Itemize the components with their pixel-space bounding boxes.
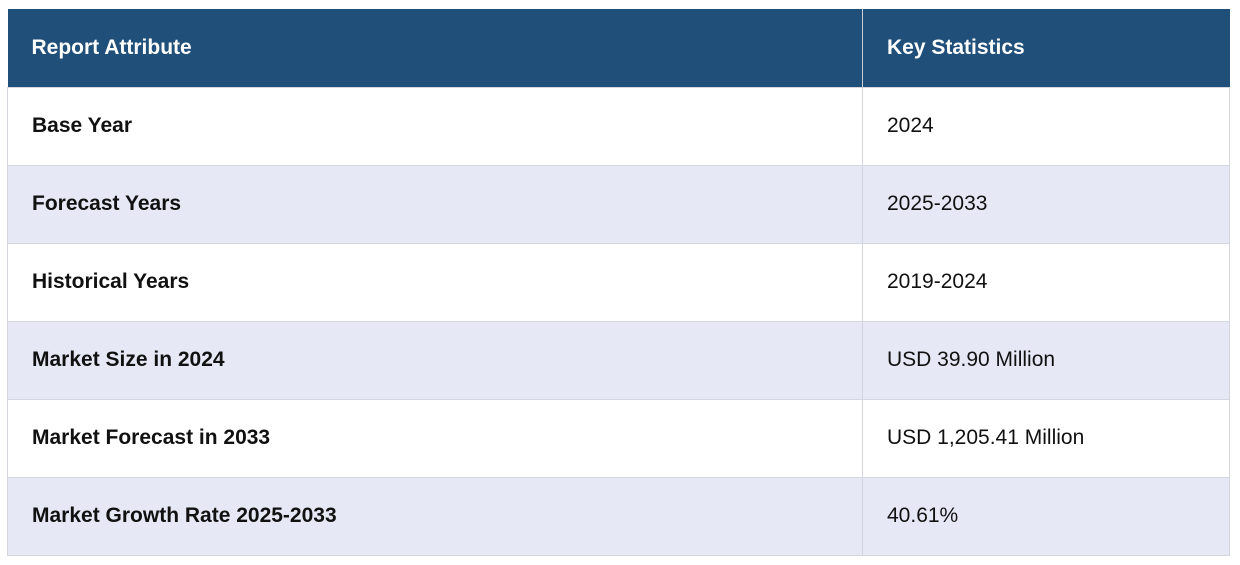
row-value: USD 1,205.41 Million xyxy=(862,398,1230,478)
row-attribute: Base Year xyxy=(7,86,863,166)
row-value: 2024 xyxy=(862,86,1230,166)
table-header-row: Report Attribute Key Statistics xyxy=(7,9,1230,87)
row-attribute: Market Growth Rate 2025-2033 xyxy=(7,476,863,556)
row-value: 2025-2033 xyxy=(862,164,1230,244)
row-attribute: Market Forecast in 2033 xyxy=(7,398,863,478)
header-report-attribute: Report Attribute xyxy=(7,9,863,87)
row-attribute: Forecast Years xyxy=(7,164,863,244)
row-attribute: Historical Years xyxy=(7,242,863,322)
table-row: Market Growth Rate 2025-2033 40.61% xyxy=(7,476,1230,556)
table-row: Market Forecast in 2033 USD 1,205.41 Mil… xyxy=(7,398,1230,478)
row-value: USD 39.90 Million xyxy=(862,320,1230,400)
table-row: Base Year 2024 xyxy=(7,86,1230,166)
table-row: Forecast Years 2025-2033 xyxy=(7,164,1230,244)
header-key-statistics: Key Statistics xyxy=(862,9,1230,87)
row-value: 40.61% xyxy=(862,476,1230,556)
report-attributes-table: Report Attribute Key Statistics Base Yea… xyxy=(7,9,1230,556)
report-table-container: Report Attribute Key Statistics Base Yea… xyxy=(7,9,1230,556)
table-row: Market Size in 2024 USD 39.90 Million xyxy=(7,320,1230,400)
row-attribute: Market Size in 2024 xyxy=(7,320,863,400)
table-row: Historical Years 2019-2024 xyxy=(7,242,1230,322)
row-value: 2019-2024 xyxy=(862,242,1230,322)
